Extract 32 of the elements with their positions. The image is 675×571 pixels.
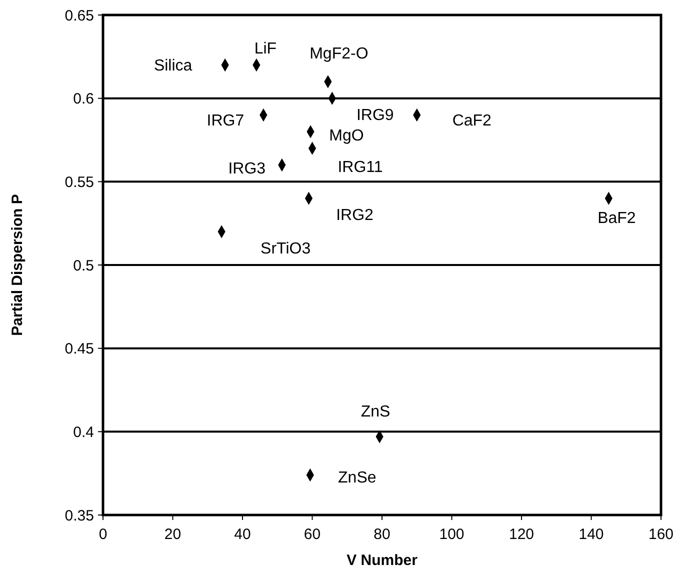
y-tick-label: 0.65 — [64, 7, 94, 24]
x-tick-label: 20 — [164, 526, 182, 543]
y-tick-label: 0.5 — [73, 257, 94, 274]
x-tick-label: 160 — [648, 526, 674, 543]
annotation: ZnS — [360, 403, 390, 420]
y-tick-label: 0.35 — [64, 507, 94, 524]
annotation: CaF2 — [452, 112, 492, 130]
x-tick-label: 80 — [374, 526, 390, 543]
annotation: MgF2-O — [310, 45, 368, 62]
x-tick-label: 0 — [98, 526, 108, 543]
x-tick-label: 40 — [234, 526, 251, 543]
x-tick-label: 120 — [508, 526, 534, 543]
annotation: SrTiO3 — [260, 240, 311, 258]
y-axis-title: Partial Dispersion P — [9, 194, 26, 336]
annotation: IRG11 — [338, 158, 383, 176]
annotation: ZnSe — [338, 470, 376, 487]
annotation: MgO — [329, 127, 364, 144]
x-tick-label: 140 — [578, 526, 604, 543]
x-tick-label: 60 — [304, 526, 321, 543]
annotation: IRG2 — [336, 206, 374, 224]
y-tick-label: 0.6 — [73, 90, 94, 108]
annotation: IRG3 — [228, 160, 266, 178]
annotation: Silica — [154, 58, 192, 75]
annotation: IRG7 — [206, 112, 244, 130]
y-tick-label: 0.45 — [64, 340, 94, 358]
y-tick-label: 0.4 — [73, 424, 94, 441]
annotation: IRG9 — [356, 106, 394, 124]
y-tick-label: 0.55 — [64, 174, 94, 191]
annotation: BaF2 — [598, 210, 636, 227]
annotation: LiF — [254, 40, 277, 58]
x-tick-label: 100 — [439, 526, 464, 543]
x-axis-title: V Number — [346, 552, 418, 569]
